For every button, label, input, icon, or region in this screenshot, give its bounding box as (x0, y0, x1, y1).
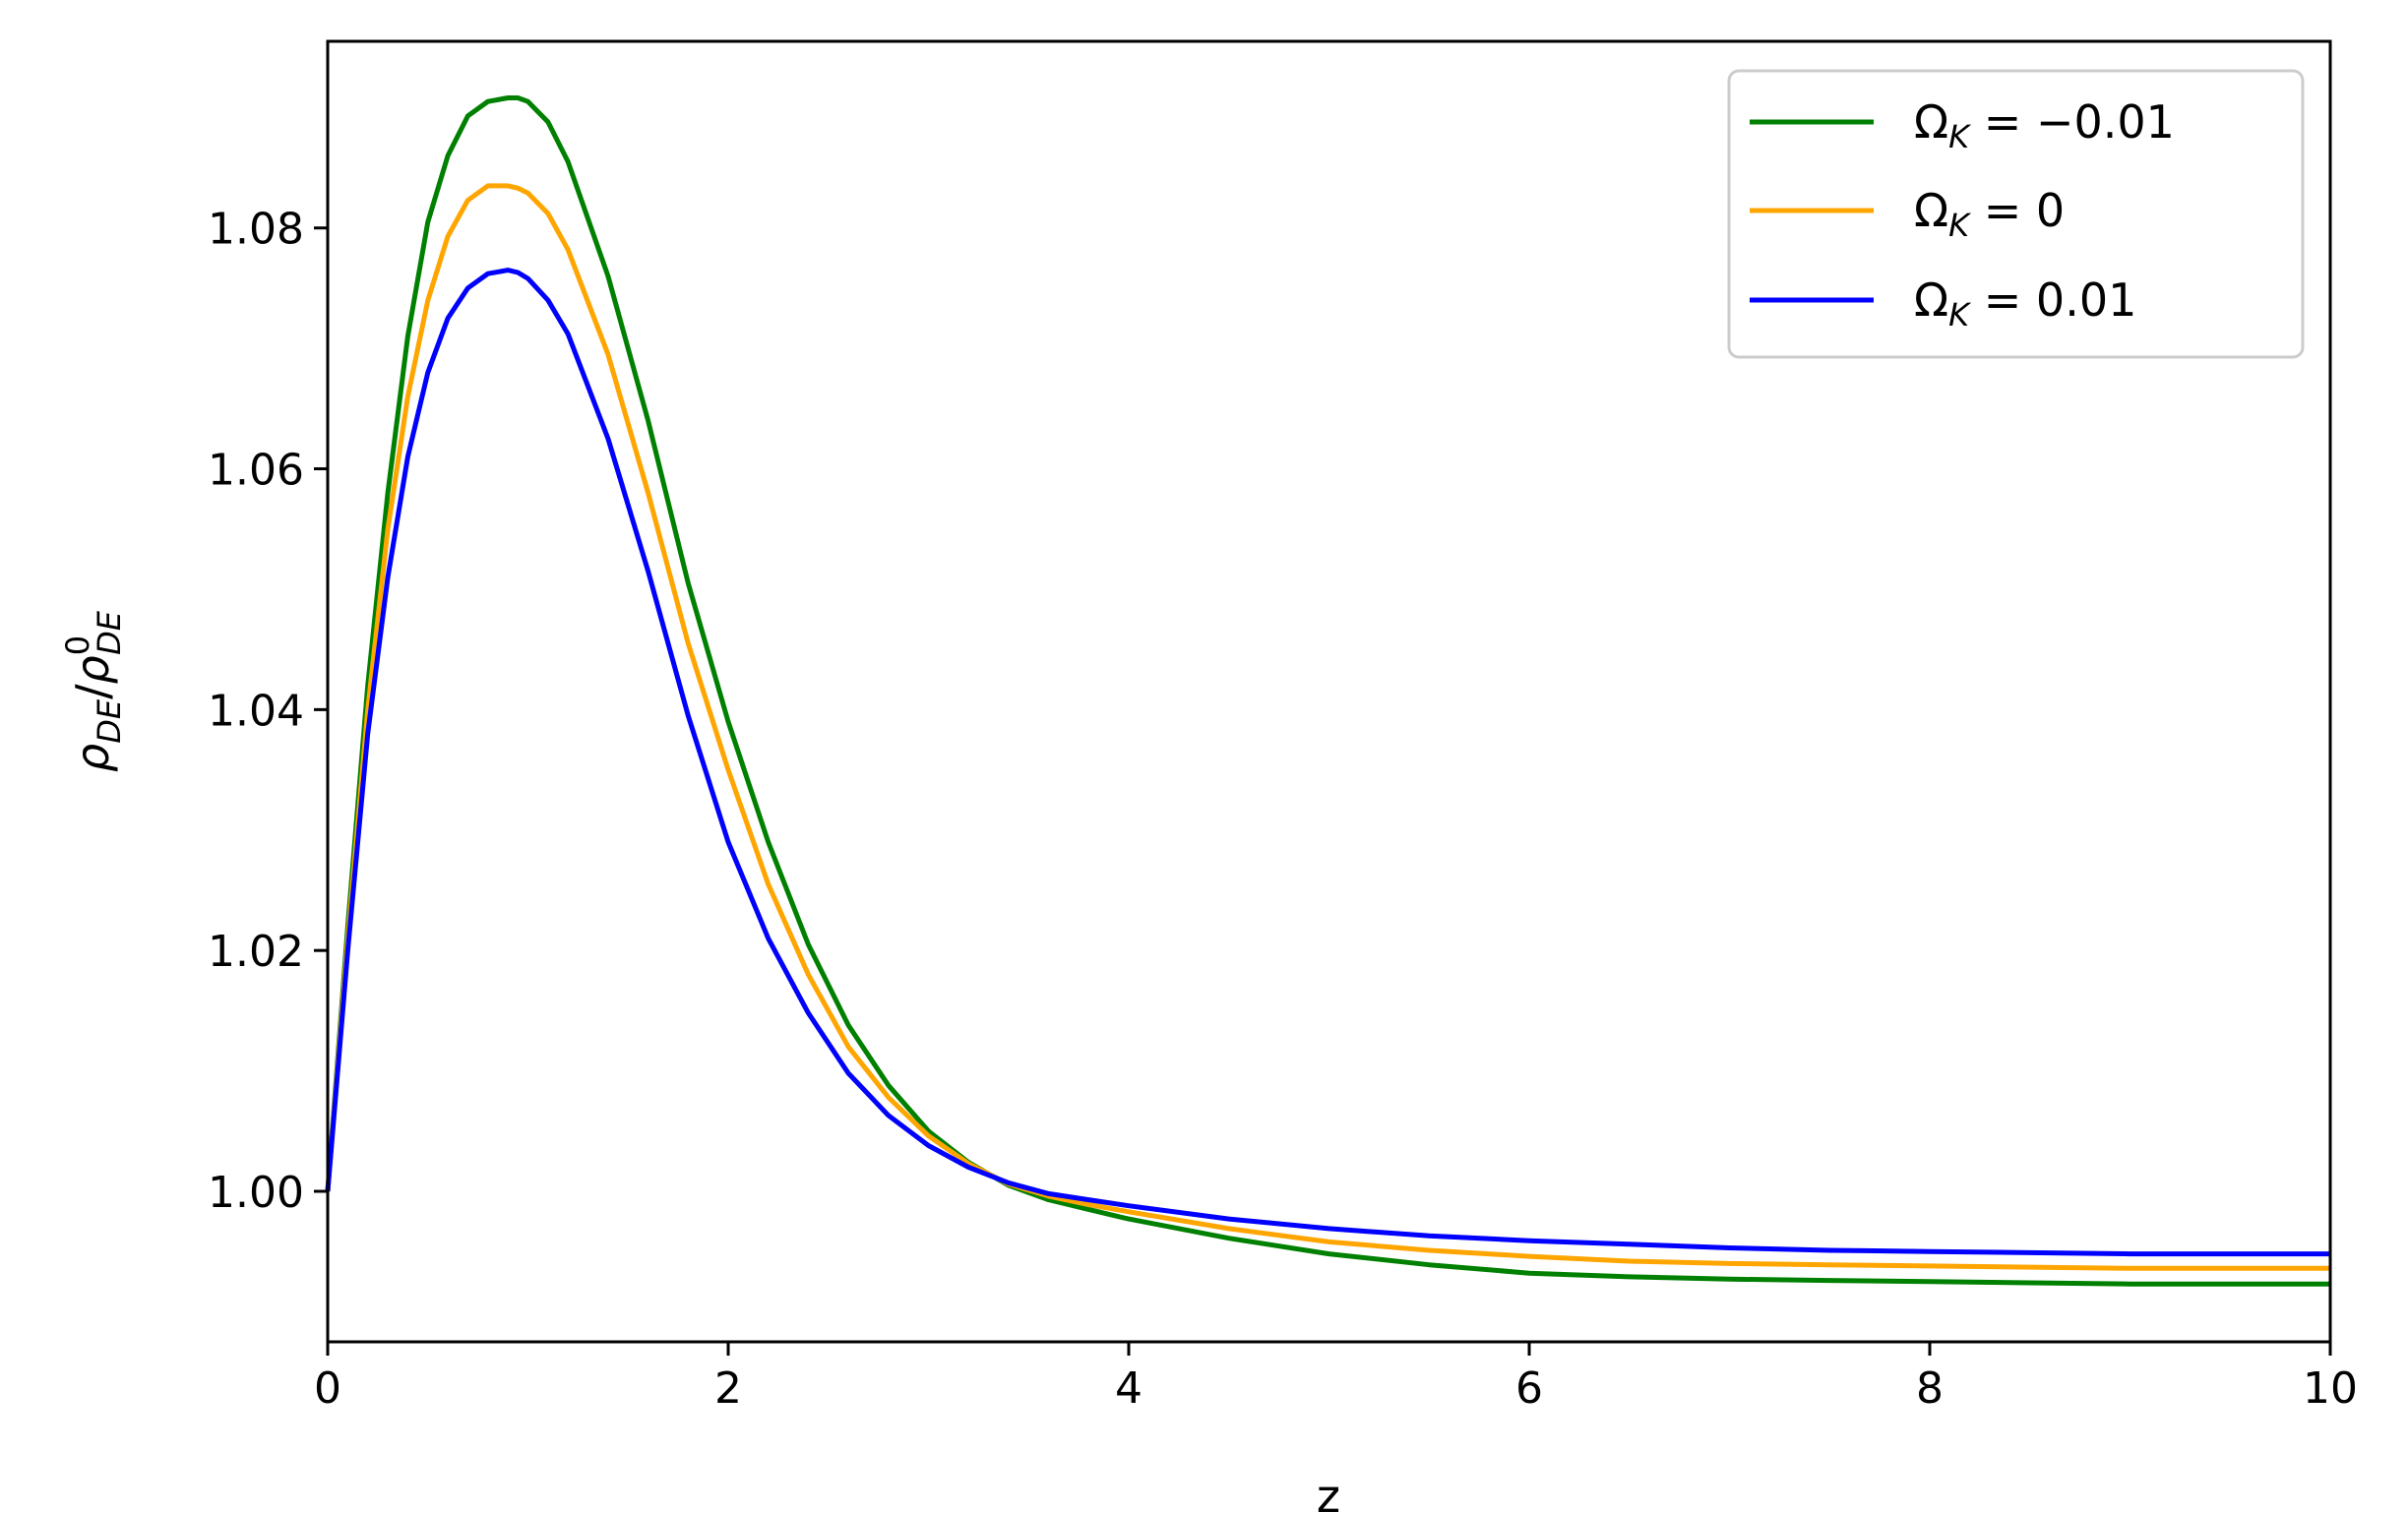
y-label-slash: / (66, 684, 119, 699)
y-label-base2: ρ (66, 655, 119, 684)
y-label-sub: DE (91, 698, 128, 744)
x-tick-label-8: 8 (1916, 1363, 1944, 1414)
y-axis: 1.00 1.02 1.04 1.06 1.08 (208, 205, 328, 1218)
x-tick-label-2: 2 (714, 1363, 742, 1414)
y-axis-label: ρDE/ρ0DE (59, 610, 128, 772)
series-line-2 (325, 268, 2330, 1257)
legend: ΩK = −0.01 ΩK = 0 ΩK = 0.01 (1727, 69, 2305, 359)
y-label-base: ρ (66, 744, 119, 772)
legend-label-omega-k-zero: ΩK = 0 (1914, 184, 2065, 244)
x-tick-label-6: 6 (1515, 1363, 1543, 1414)
axes-frame (326, 39, 2332, 1344)
x-axis: 0 2 4 6 8 10 (314, 1342, 2358, 1414)
x-axis-label: z (1317, 1470, 1340, 1513)
y-tick-label-1-06: 1.06 (208, 446, 304, 496)
x-tick-label-4: 4 (1115, 1363, 1142, 1414)
x-tick-label-0: 0 (314, 1363, 341, 1414)
series-line-0 (325, 95, 2330, 1287)
y-tick-label-1-00: 1.00 (208, 1168, 304, 1218)
series-layer (325, 95, 2330, 1287)
legend-label-omega-k-neg: ΩK = −0.01 (1914, 95, 2175, 155)
legend-box (1727, 69, 2305, 359)
y-tick-label-1-08: 1.08 (208, 205, 304, 255)
x-tick-label-10: 10 (2303, 1363, 2358, 1414)
y-label-sub2: DE (91, 610, 128, 655)
y-label-sup2: 0 (59, 635, 96, 655)
y-tick-label-1-04: 1.04 (208, 686, 304, 736)
y-tick-label-1-02: 1.02 (208, 927, 304, 977)
series-line-1 (325, 183, 2330, 1271)
legend-label-omega-k-pos: ΩK = 0.01 (1914, 273, 2136, 333)
